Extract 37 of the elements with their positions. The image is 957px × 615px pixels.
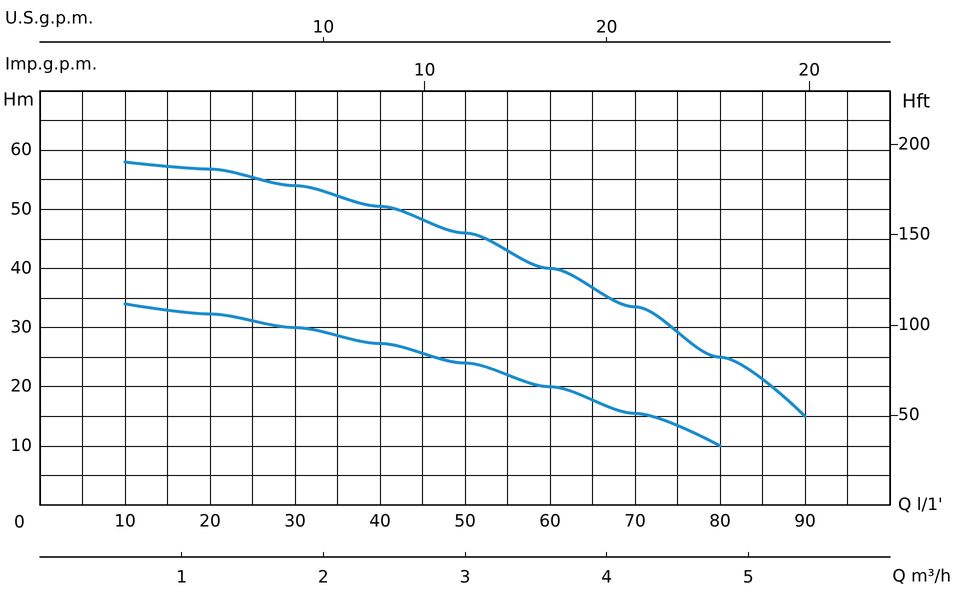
y2-tick-label: 50 bbox=[898, 404, 920, 425]
x2-tick-label: 10 bbox=[414, 60, 436, 80]
x-tick-label: 20 bbox=[199, 512, 221, 532]
y-tick-label: 30 bbox=[10, 318, 32, 338]
x-tick-label: 30 bbox=[284, 512, 306, 532]
text: 5 bbox=[742, 568, 754, 588]
y2-tick-label: 150 bbox=[898, 224, 930, 245]
y2-tick-label: 200 bbox=[898, 134, 930, 155]
x-tick-label: 90 bbox=[794, 512, 816, 532]
text: 2 bbox=[318, 568, 329, 588]
y-tick-label: 40 bbox=[10, 258, 32, 278]
x-tick-label: 10 bbox=[114, 512, 136, 532]
y-tick-label: 50 bbox=[10, 199, 32, 220]
y-tick-label: 20 bbox=[10, 376, 32, 397]
x-tick-label: 40 bbox=[369, 512, 391, 532]
text: 4 bbox=[601, 568, 612, 588]
text: 3 bbox=[460, 568, 470, 588]
y-axis-title: Hm bbox=[2, 90, 34, 110]
text: 20 bbox=[596, 18, 618, 38]
text: 1 bbox=[176, 568, 188, 588]
text: Q m³/h bbox=[892, 566, 952, 586]
y2-tick-label: 100 bbox=[898, 314, 930, 335]
x2-axis-title: Imp.g.p.m. bbox=[5, 54, 98, 74]
x2-tick-label: 20 bbox=[798, 60, 820, 80]
x-tick-label: 80 bbox=[709, 512, 731, 532]
y2-axis-title: Hft bbox=[902, 90, 930, 112]
x-tick-label: 60 bbox=[539, 512, 561, 532]
y-tick-label: 10 bbox=[10, 436, 32, 456]
text: 0 bbox=[14, 512, 25, 532]
x-axis-title: Q l/1' bbox=[898, 495, 943, 515]
text: U.S.g.p.m. bbox=[5, 8, 94, 28]
x-tick-label: 50 bbox=[454, 512, 476, 532]
text: 10 bbox=[312, 18, 334, 38]
line-series bbox=[124, 160, 806, 418]
x-tick-label: 70 bbox=[624, 512, 646, 532]
y-tick-label: 60 bbox=[10, 140, 32, 160]
line-series bbox=[124, 302, 722, 448]
